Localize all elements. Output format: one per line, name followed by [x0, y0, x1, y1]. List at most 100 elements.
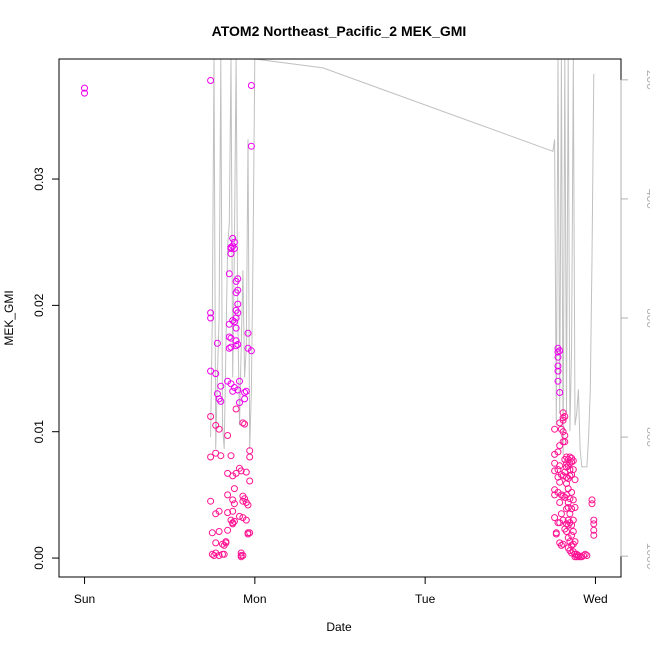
data-point [569, 516, 577, 524]
data-point [230, 485, 238, 493]
data-point [559, 409, 567, 417]
data-point [242, 468, 250, 476]
x-tick-label: Tue [415, 592, 436, 606]
data-point [207, 413, 215, 420]
data-point [581, 550, 589, 558]
data-point [554, 466, 562, 474]
scatter-points [81, 77, 598, 561]
data-point [207, 309, 215, 317]
data-point [217, 397, 225, 405]
data-point [554, 377, 562, 385]
y-axis: 0.00 0.01 0.02 0.03 [32, 167, 60, 570]
data-point [580, 552, 587, 559]
y2-tick-label: 200 [644, 70, 650, 90]
data-point [568, 458, 576, 466]
data-point [207, 453, 215, 461]
data-point [241, 395, 249, 403]
data-point [561, 438, 569, 446]
data-point [239, 552, 247, 559]
data-point [556, 462, 564, 470]
data-point [552, 530, 560, 538]
data-point [236, 377, 243, 385]
x-tick-label: Wed [583, 592, 607, 606]
data-point [590, 516, 598, 524]
data-point [239, 419, 247, 427]
data-point [224, 509, 232, 517]
data-point [571, 476, 579, 484]
data-point [207, 497, 215, 505]
data-point [225, 344, 233, 352]
data-point [569, 528, 577, 535]
data-point [563, 520, 570, 528]
data-point [568, 488, 576, 496]
data-point [224, 491, 232, 499]
data-point [554, 348, 562, 356]
data-point [590, 531, 598, 539]
data-point [246, 529, 254, 537]
data-point [559, 492, 567, 500]
data-point [247, 142, 255, 150]
data-point [236, 399, 243, 407]
data-point [244, 501, 252, 509]
data-point [224, 526, 232, 534]
data-point [234, 286, 242, 294]
data-point [241, 495, 249, 503]
data-point [230, 318, 238, 326]
data-point [234, 275, 242, 283]
y2-tick-label: 400 [644, 189, 650, 209]
data-point [222, 538, 230, 546]
x-tick-label: Sun [74, 592, 95, 606]
data-point [246, 453, 254, 461]
x-tick-label: Mon [243, 592, 266, 606]
x-axis-label: Date [326, 620, 352, 634]
data-point [559, 428, 567, 436]
data-point [234, 300, 242, 308]
y2-tick-label: 800 [644, 427, 650, 447]
data-point [237, 553, 245, 561]
data-point [583, 552, 591, 559]
data-point [225, 270, 233, 278]
data-point [227, 452, 235, 460]
y-axis-label: MEK_GMI [2, 290, 16, 345]
data-point [568, 531, 576, 539]
y-tick-label: 0.00 [32, 546, 46, 570]
data-point [561, 413, 569, 420]
data-point [563, 505, 570, 513]
pressure-series-line [210, 58, 595, 468]
data-point [557, 510, 565, 518]
data-point [212, 539, 220, 547]
data-point [559, 416, 567, 424]
data-point [81, 89, 88, 97]
y-tick-label: 0.03 [32, 167, 46, 191]
data-point [557, 541, 565, 549]
data-point [229, 496, 237, 504]
data-point [242, 516, 250, 524]
data-point [229, 234, 237, 242]
data-point [246, 477, 254, 485]
y-axis-right: 200 400 600 800 1000 [620, 70, 650, 570]
data-point [566, 472, 574, 480]
data-point [554, 367, 562, 375]
data-point [556, 478, 564, 486]
data-point [551, 514, 559, 522]
data-point [215, 507, 223, 515]
data-point [232, 405, 240, 413]
data-point [588, 500, 596, 508]
data-point [236, 512, 243, 520]
data-point [220, 550, 228, 558]
data-point [244, 329, 252, 337]
y-tick-label: 0.01 [32, 420, 46, 444]
data-point [556, 347, 564, 355]
data-point [566, 510, 574, 518]
data-point [554, 448, 562, 456]
data-point [590, 520, 598, 528]
data-point [232, 342, 240, 350]
data-point [208, 529, 216, 537]
data-point [588, 496, 596, 504]
data-point [232, 324, 240, 332]
data-point [241, 420, 249, 428]
data-point [564, 504, 572, 511]
data-point [556, 389, 564, 396]
data-point [234, 386, 242, 394]
